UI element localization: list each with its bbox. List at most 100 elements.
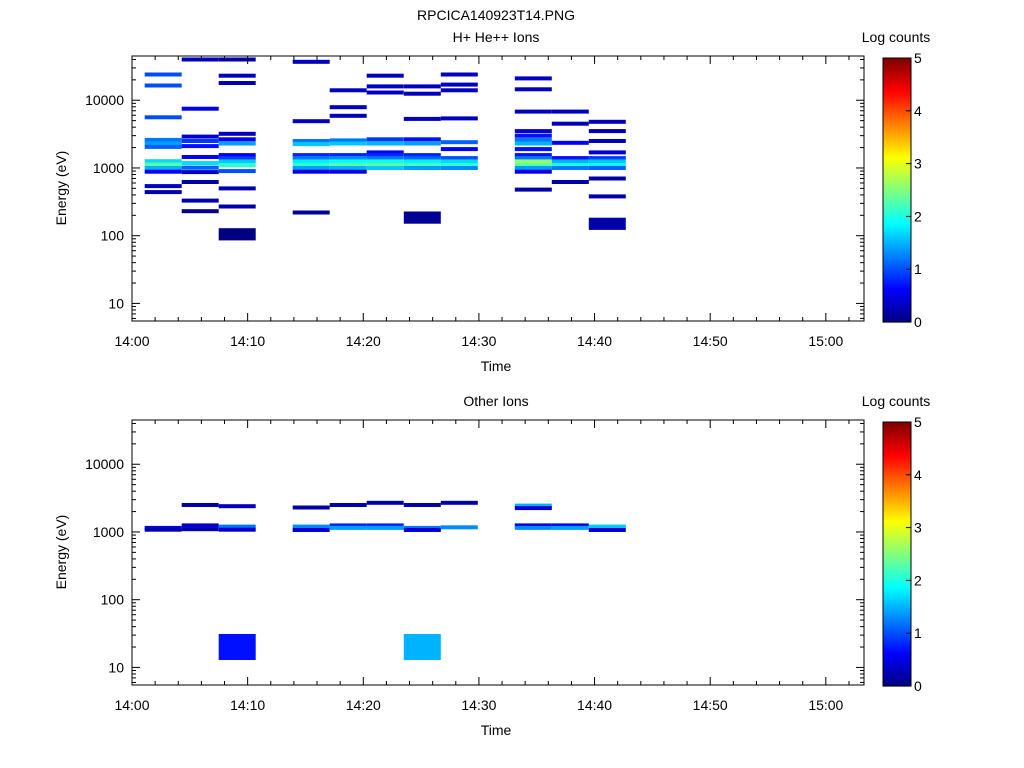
heatmap-cell bbox=[366, 525, 404, 530]
heatmap-cell bbox=[218, 141, 256, 146]
heatmap-cell bbox=[218, 504, 256, 509]
heatmap-cell bbox=[144, 169, 182, 174]
heatmap-cell bbox=[551, 166, 589, 170]
colorbar: 0 1 2 3 4 5 bbox=[882, 414, 922, 694]
colorbar-tick-label: 1 bbox=[914, 625, 922, 641]
colorbar-swatch bbox=[883, 428, 911, 431]
colorbar-swatch bbox=[883, 169, 911, 173]
heatmap-cell bbox=[588, 119, 626, 124]
colorbar-swatch bbox=[883, 644, 911, 648]
heatmap-cell bbox=[292, 524, 330, 529]
heatmap-cell bbox=[329, 523, 367, 528]
heatmap-cell bbox=[144, 184, 182, 189]
colorbar-swatch bbox=[883, 683, 911, 687]
colorbar-frame bbox=[882, 421, 912, 687]
y-axis-label: Energy (eV) bbox=[53, 515, 69, 590]
colorbar-swatch bbox=[883, 562, 911, 565]
heatmap-cell bbox=[329, 159, 367, 164]
colorbar-swatch bbox=[883, 179, 911, 183]
heatmap-cell bbox=[440, 156, 478, 161]
heatmap-cell bbox=[292, 153, 330, 158]
x-axis: 14:00 14:10 14:20 14:30 14:40 14:50 15:00 bbox=[114, 56, 850, 349]
heatmap-cell bbox=[218, 524, 256, 529]
heatmap-cell bbox=[366, 163, 404, 168]
heatmap-cell bbox=[514, 156, 552, 161]
heatmap-cell bbox=[181, 180, 219, 184]
heatmap-cell bbox=[514, 133, 552, 138]
y-tick-label: 10000 bbox=[85, 92, 124, 108]
colorbar-swatch bbox=[883, 471, 911, 475]
colorbar-swatch bbox=[883, 653, 911, 656]
heatmap-cell bbox=[329, 105, 367, 110]
heatmap-cell bbox=[514, 147, 552, 152]
colorbar-swatch bbox=[883, 657, 911, 660]
colorbar-swatch bbox=[883, 95, 911, 98]
colorbar-frame bbox=[882, 57, 912, 323]
colorbar-tick-label: 2 bbox=[914, 572, 922, 588]
heatmap-cell bbox=[514, 153, 552, 158]
colorbar-swatch bbox=[883, 278, 911, 282]
colorbar-swatch bbox=[883, 272, 911, 276]
heatmap-cell bbox=[218, 527, 256, 532]
heatmap-cell bbox=[366, 150, 404, 155]
colorbar-swatch bbox=[883, 313, 911, 317]
colorbar-swatch bbox=[883, 496, 911, 499]
heatmap-cell bbox=[403, 528, 441, 532]
heatmap-cell bbox=[329, 169, 367, 174]
heatmap-cell bbox=[514, 141, 552, 146]
colorbar-swatch bbox=[883, 270, 911, 274]
heatmap-cell bbox=[551, 159, 589, 164]
heatmap-cell bbox=[181, 106, 219, 111]
colorbar-swatch bbox=[883, 446, 911, 450]
colorbar-swatch bbox=[883, 492, 911, 495]
colorbar-swatch bbox=[883, 444, 911, 448]
colorbar-swatch bbox=[883, 591, 911, 594]
heatmap-cell bbox=[218, 204, 256, 209]
colorbar-swatch bbox=[883, 677, 911, 681]
colorbar-swatch bbox=[883, 518, 911, 522]
heatmap-cell bbox=[144, 141, 182, 146]
colorbar-swatch bbox=[883, 204, 911, 208]
colorbar-swatch bbox=[883, 525, 911, 528]
heatmap-cell bbox=[144, 83, 182, 88]
colorbar-swatch bbox=[883, 597, 911, 600]
colorbar-swatch bbox=[883, 564, 911, 567]
colorbar-swatch bbox=[883, 253, 911, 257]
heatmap-cell bbox=[514, 87, 552, 92]
colorbar-swatch bbox=[883, 448, 911, 452]
colorbar-swatch bbox=[883, 274, 911, 278]
colorbar-tick-label: 4 bbox=[914, 103, 922, 119]
colorbar-swatch bbox=[883, 72, 911, 76]
colorbar-swatch bbox=[883, 599, 911, 603]
heatmap-cell bbox=[403, 116, 441, 121]
colorbar-swatch bbox=[883, 62, 911, 65]
colorbar-swatch bbox=[883, 293, 911, 296]
colorbar-swatch bbox=[883, 477, 911, 481]
heatmap-cell bbox=[329, 138, 367, 143]
colorbar-swatch bbox=[883, 632, 911, 636]
colorbar-swatch bbox=[883, 638, 911, 642]
colorbar-swatch bbox=[883, 479, 911, 483]
colorbar-swatch bbox=[883, 307, 911, 311]
colorbar-swatch bbox=[883, 233, 911, 236]
colorbar-swatch bbox=[883, 661, 911, 664]
heatmap-cell bbox=[218, 163, 256, 168]
heatmap-cell bbox=[514, 187, 552, 192]
colorbar-tick-label: 0 bbox=[914, 678, 922, 694]
colorbar-swatch bbox=[883, 527, 911, 530]
heatmap-cell bbox=[514, 169, 552, 174]
heatmap-cells bbox=[144, 57, 626, 241]
y-tick-label: 1000 bbox=[93, 524, 124, 540]
heatmap-cell bbox=[329, 166, 367, 170]
heatmap-cell bbox=[588, 217, 626, 230]
colorbar-swatch bbox=[883, 206, 911, 210]
heatmap-cell bbox=[514, 503, 552, 508]
colorbar-swatch bbox=[883, 247, 911, 251]
colorbar-swatch bbox=[883, 223, 911, 226]
x-tick-label: 14:50 bbox=[693, 697, 728, 713]
colorbar-swatch bbox=[883, 181, 911, 185]
colorbar-swatch bbox=[883, 276, 911, 280]
x-tick-label: 14:40 bbox=[577, 697, 612, 713]
colorbar-swatch bbox=[883, 568, 911, 572]
